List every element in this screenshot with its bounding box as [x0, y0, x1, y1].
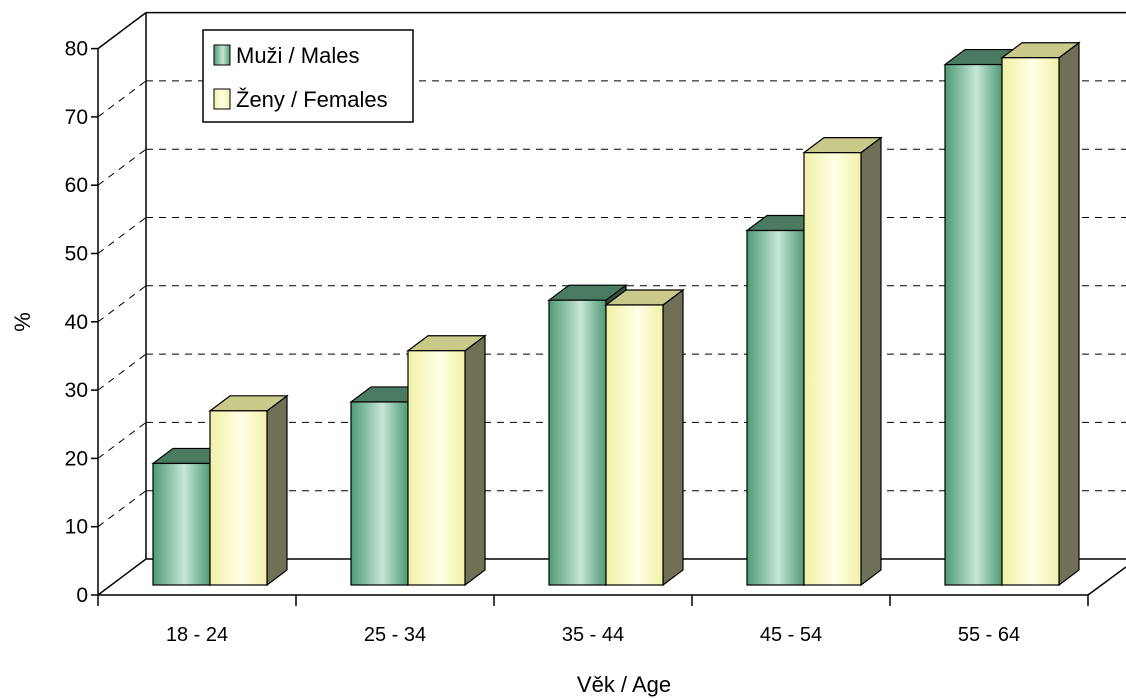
y-tick-label: 10 [65, 516, 88, 539]
legend-label-males: Muži / Males [236, 43, 359, 68]
bar-females-side [662, 288, 684, 587]
grid-depth-line [97, 353, 147, 391]
top-depth-edge [97, 12, 147, 50]
bar-males-front [152, 462, 211, 586]
bars [151, 41, 1081, 587]
x-tick-label: 18 - 24 [166, 624, 228, 646]
bar-males [943, 48, 1024, 587]
bar-females [208, 394, 289, 587]
bar-males-front [746, 229, 805, 586]
bar-females-front [803, 152, 862, 586]
y-tick-label: 20 [65, 447, 88, 470]
floor-right-edge [1087, 566, 1126, 596]
bar-males-front [944, 63, 1003, 586]
grid-depth-line [97, 285, 147, 323]
grid-depth-line [97, 421, 147, 459]
bar-females-side [860, 136, 882, 587]
x-tick-label: 25 - 34 [364, 624, 426, 646]
bar-females-front [209, 410, 268, 586]
legend: Muži / Males Ženy / Females [202, 29, 414, 123]
y-tick-label: 50 [65, 243, 88, 266]
legend-label-females: Ženy / Females [236, 87, 388, 112]
axes [91, 11, 1126, 606]
bar-females-front [407, 350, 466, 586]
y-tick-label: 80 [65, 38, 88, 61]
y-tick-label: 40 [65, 311, 88, 334]
legend-swatch-females [213, 88, 231, 110]
legend-box [202, 29, 414, 123]
x-axis-title: Věk / Age [577, 672, 671, 697]
grid-depth-line [97, 80, 147, 118]
grid-depth-line [97, 148, 147, 186]
y-tick-label: 60 [65, 174, 88, 197]
bar-females [406, 334, 487, 587]
bar-females [1000, 41, 1081, 587]
x-tick-label: 55 - 64 [958, 624, 1020, 646]
labels: 0 10 20 30 40 50 60 70 80 18 - 24 25 - 34 35 - 44 45… [10, 38, 1020, 697]
floor-left-edge [97, 558, 147, 596]
bar-males-front [350, 401, 409, 586]
grid-depth-line [97, 217, 147, 254]
bar-females-side [1058, 41, 1080, 587]
bar-females [802, 136, 883, 587]
x-tick-label: 35 - 44 [562, 624, 624, 646]
bar-males-front [548, 299, 607, 586]
grid-depth-line [97, 490, 147, 528]
bar-females-front [605, 304, 664, 586]
bar-females [604, 288, 685, 587]
y-tick-label: 0 [76, 584, 88, 607]
legend-swatch-males [213, 44, 231, 66]
x-tick-label: 45 - 54 [760, 624, 822, 646]
y-tick-label: 30 [65, 379, 88, 402]
bar-females-front [1001, 57, 1060, 586]
bar-females-side [464, 334, 486, 587]
y-tick-label: 70 [65, 106, 88, 129]
y-axis-title: % [10, 312, 35, 332]
bar-females-side [266, 394, 288, 587]
